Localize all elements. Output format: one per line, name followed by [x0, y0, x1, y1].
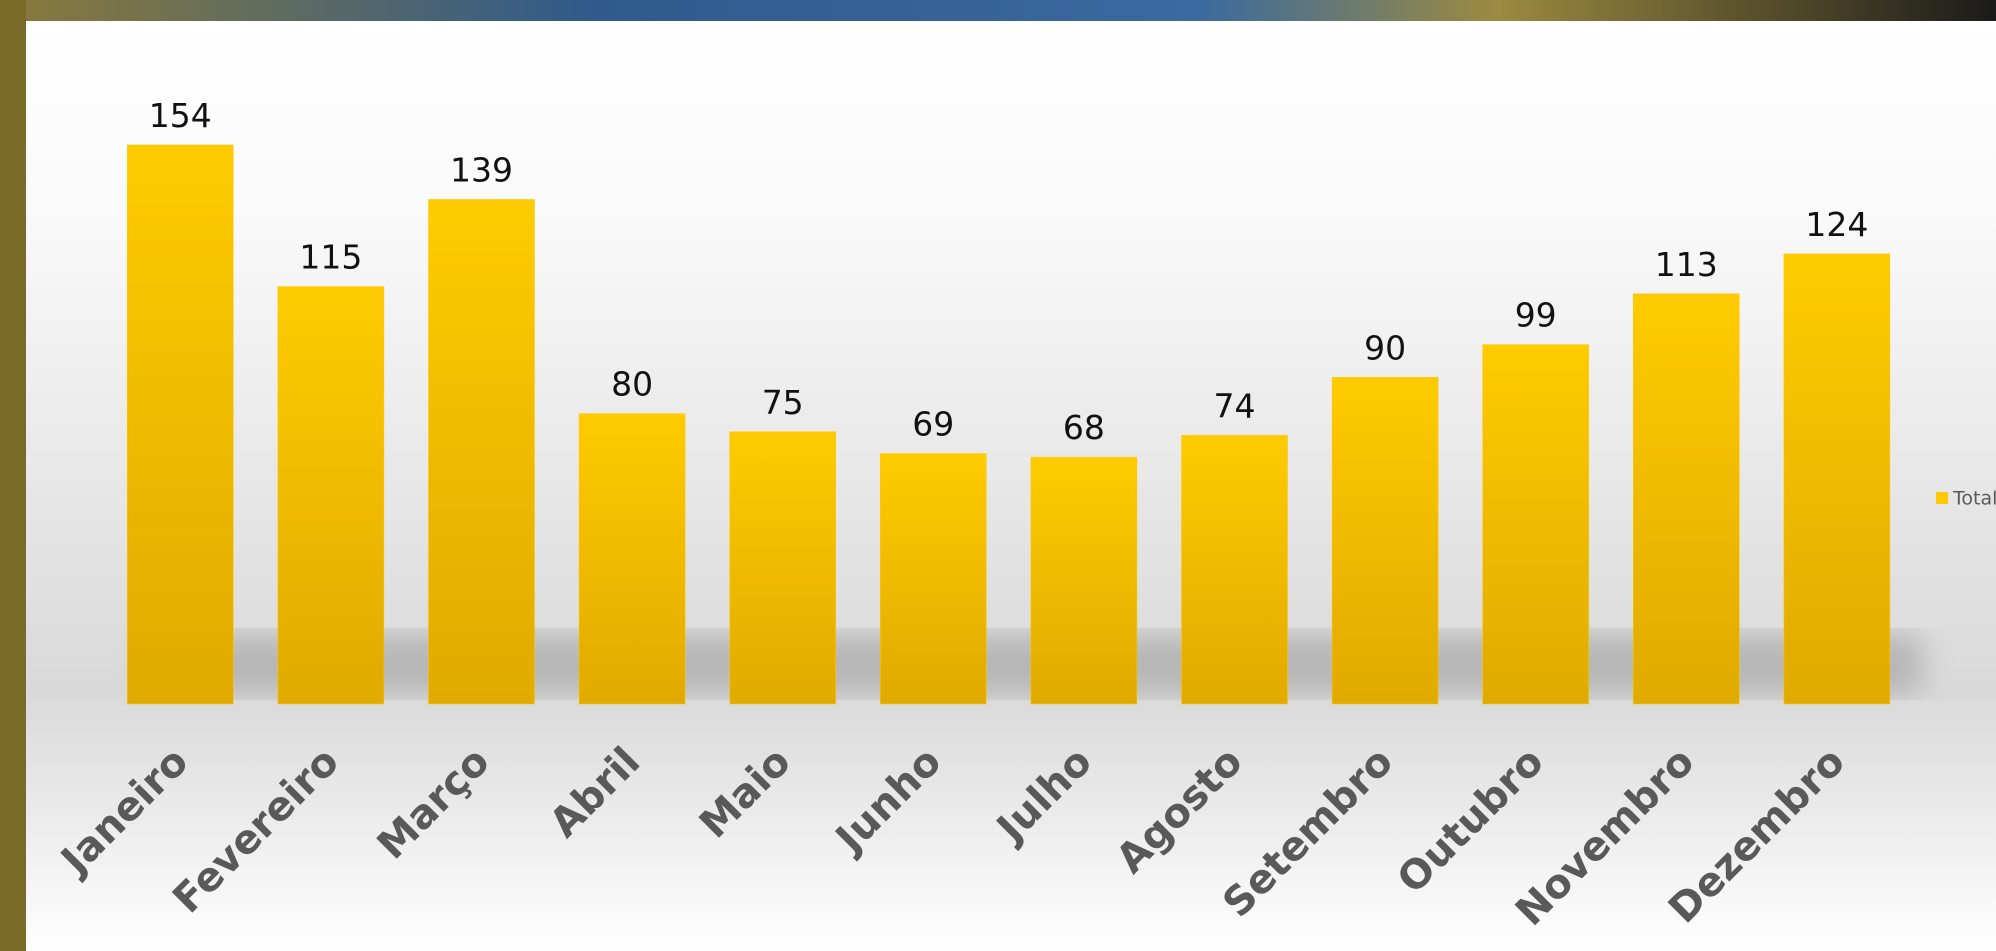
- bar: [1633, 293, 1740, 705]
- bar: [729, 431, 836, 705]
- legend-swatch: [1936, 492, 1948, 504]
- bar: [428, 199, 535, 705]
- data-label: 74: [1214, 386, 1256, 425]
- bar: [277, 286, 385, 705]
- data-label: 113: [1655, 245, 1718, 284]
- data-label: 75: [762, 383, 804, 422]
- bar: [127, 144, 234, 705]
- left-edge: [0, 0, 26, 951]
- bar: [1783, 253, 1891, 705]
- legend-label: Total: [1952, 488, 1996, 510]
- data-label: 124: [1805, 205, 1868, 244]
- data-label: 68: [1063, 408, 1105, 447]
- data-label: 154: [149, 96, 212, 135]
- data-label: 80: [611, 365, 653, 404]
- data-label: 99: [1515, 296, 1557, 335]
- bar: [1331, 377, 1439, 705]
- bar: [880, 453, 987, 705]
- data-label: 90: [1364, 328, 1406, 367]
- bar: [1482, 344, 1589, 705]
- bar: [1030, 456, 1138, 705]
- bar: [1181, 435, 1288, 705]
- bar: [578, 413, 686, 705]
- data-label: 139: [450, 150, 513, 189]
- data-label: 69: [912, 405, 954, 444]
- data-label: 115: [299, 238, 362, 277]
